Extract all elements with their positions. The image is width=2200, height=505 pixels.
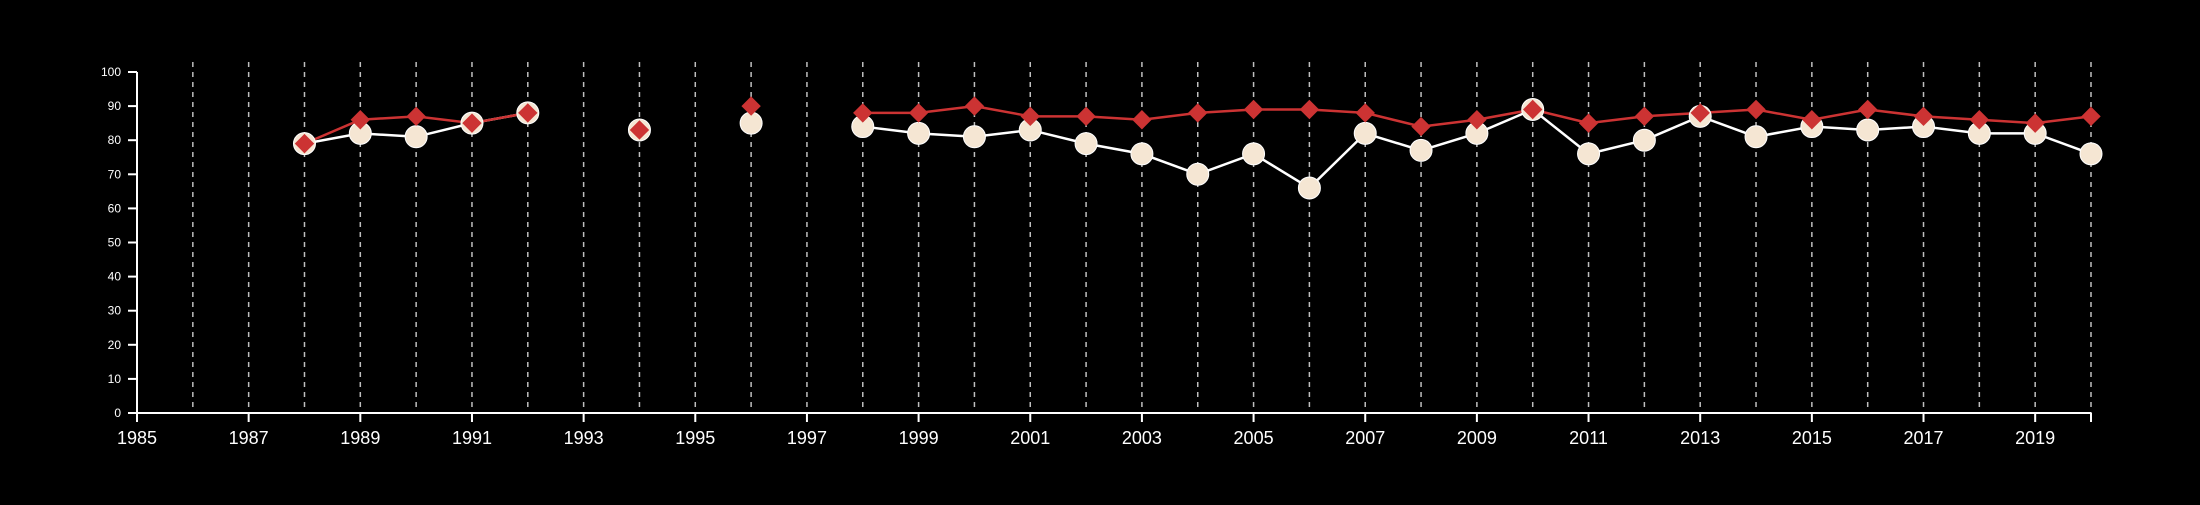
y-tick-label: 90 [108, 99, 122, 113]
x-tick-label: 2019 [2015, 428, 2055, 448]
x-tick-label: 1987 [229, 428, 269, 448]
diamond-marker [518, 103, 538, 123]
x-tick-label: 2015 [1792, 428, 1832, 448]
y-tick-label: 50 [108, 236, 122, 250]
circle-marker [1856, 118, 1880, 142]
circle-marker [1632, 128, 1656, 152]
circle-marker [2079, 142, 2103, 166]
diamond-marker [1411, 116, 1431, 137]
circle-marker [1130, 142, 1154, 166]
diamond-marker [908, 103, 929, 123]
y-tick-label: 40 [108, 270, 122, 284]
diamond-marker [1076, 106, 1096, 127]
x-tick-label: 1985 [117, 428, 157, 448]
circle-marker [962, 125, 986, 149]
x-tick-label: 2009 [1457, 428, 1497, 448]
diamond-marker [964, 96, 985, 116]
series-markers [292, 96, 2103, 200]
x-tick-label: 2003 [1122, 428, 1162, 448]
diamond-marker [1355, 103, 1375, 123]
x-tick-label: 1991 [452, 428, 492, 448]
diamond-marker [1857, 99, 1878, 120]
x-tick-label: 1995 [675, 428, 715, 448]
diamond-marker [2081, 106, 2101, 127]
y-tick-label: 100 [101, 65, 121, 79]
diamond-marker [1969, 110, 1990, 130]
diamond-marker [1746, 99, 1766, 120]
y-tick-label: 60 [108, 201, 122, 215]
circle-marker [1074, 132, 1098, 156]
diamond-marker [1578, 113, 1599, 133]
diamond-marker [350, 110, 371, 130]
diamond-marker [2025, 113, 2045, 133]
x-tick-label: 1993 [564, 428, 604, 448]
circle-marker [1409, 138, 1433, 162]
diamond-marker [1020, 106, 1040, 127]
circle-marker [1744, 125, 1768, 149]
y-tick-label: 20 [108, 338, 122, 352]
diamond-marker [462, 113, 482, 133]
diamond-marker [1523, 99, 1543, 120]
diamond-marker [294, 133, 315, 154]
circle-marker [1186, 162, 1210, 186]
diamond-marker [1690, 103, 1710, 123]
diamond-marker [1299, 99, 1320, 120]
circle-marker [1242, 142, 1266, 166]
x-tick-label: 2011 [1569, 428, 1608, 448]
circle-marker [1297, 176, 1321, 200]
x-tick-label: 2017 [1903, 428, 1943, 448]
diamond-marker [853, 103, 873, 123]
y-tick-label: 70 [108, 167, 122, 181]
circle-marker [907, 121, 931, 145]
x-tick-label: 2001 [1010, 428, 1050, 448]
circle-marker [1577, 142, 1601, 166]
x-tick-label: 2013 [1680, 428, 1720, 448]
x-tick-label: 2007 [1345, 428, 1385, 448]
x-tick-label: 1997 [787, 428, 827, 448]
axes: 0 10 20 30 40 50 60 70 80 90 100 1985 1987 1989 1991 19… [101, 65, 2092, 448]
diamond-marker [1802, 110, 1822, 130]
diamond-marker [1913, 106, 1934, 127]
diamond-marker [1467, 110, 1487, 130]
y-tick-label: 80 [108, 133, 122, 147]
diamond-marker [1634, 106, 1655, 127]
diamond-marker [629, 120, 650, 140]
diamond-marker [1132, 110, 1152, 130]
vertical-gridlines [192, 62, 2092, 413]
circle-marker [404, 125, 428, 149]
diamond-marker [406, 106, 426, 127]
circle-marker [1353, 121, 1377, 145]
y-tick-label: 10 [108, 372, 122, 386]
diamond-marker [741, 96, 761, 116]
x-tick-label: 2005 [1234, 428, 1274, 448]
diamond-marker [1243, 99, 1264, 120]
y-tick-label: 30 [108, 304, 122, 318]
diamond-marker [1188, 103, 1208, 123]
x-tick-label: 1999 [899, 428, 939, 448]
y-tick-label: 0 [114, 406, 121, 420]
x-tick-label: 1989 [340, 428, 380, 448]
